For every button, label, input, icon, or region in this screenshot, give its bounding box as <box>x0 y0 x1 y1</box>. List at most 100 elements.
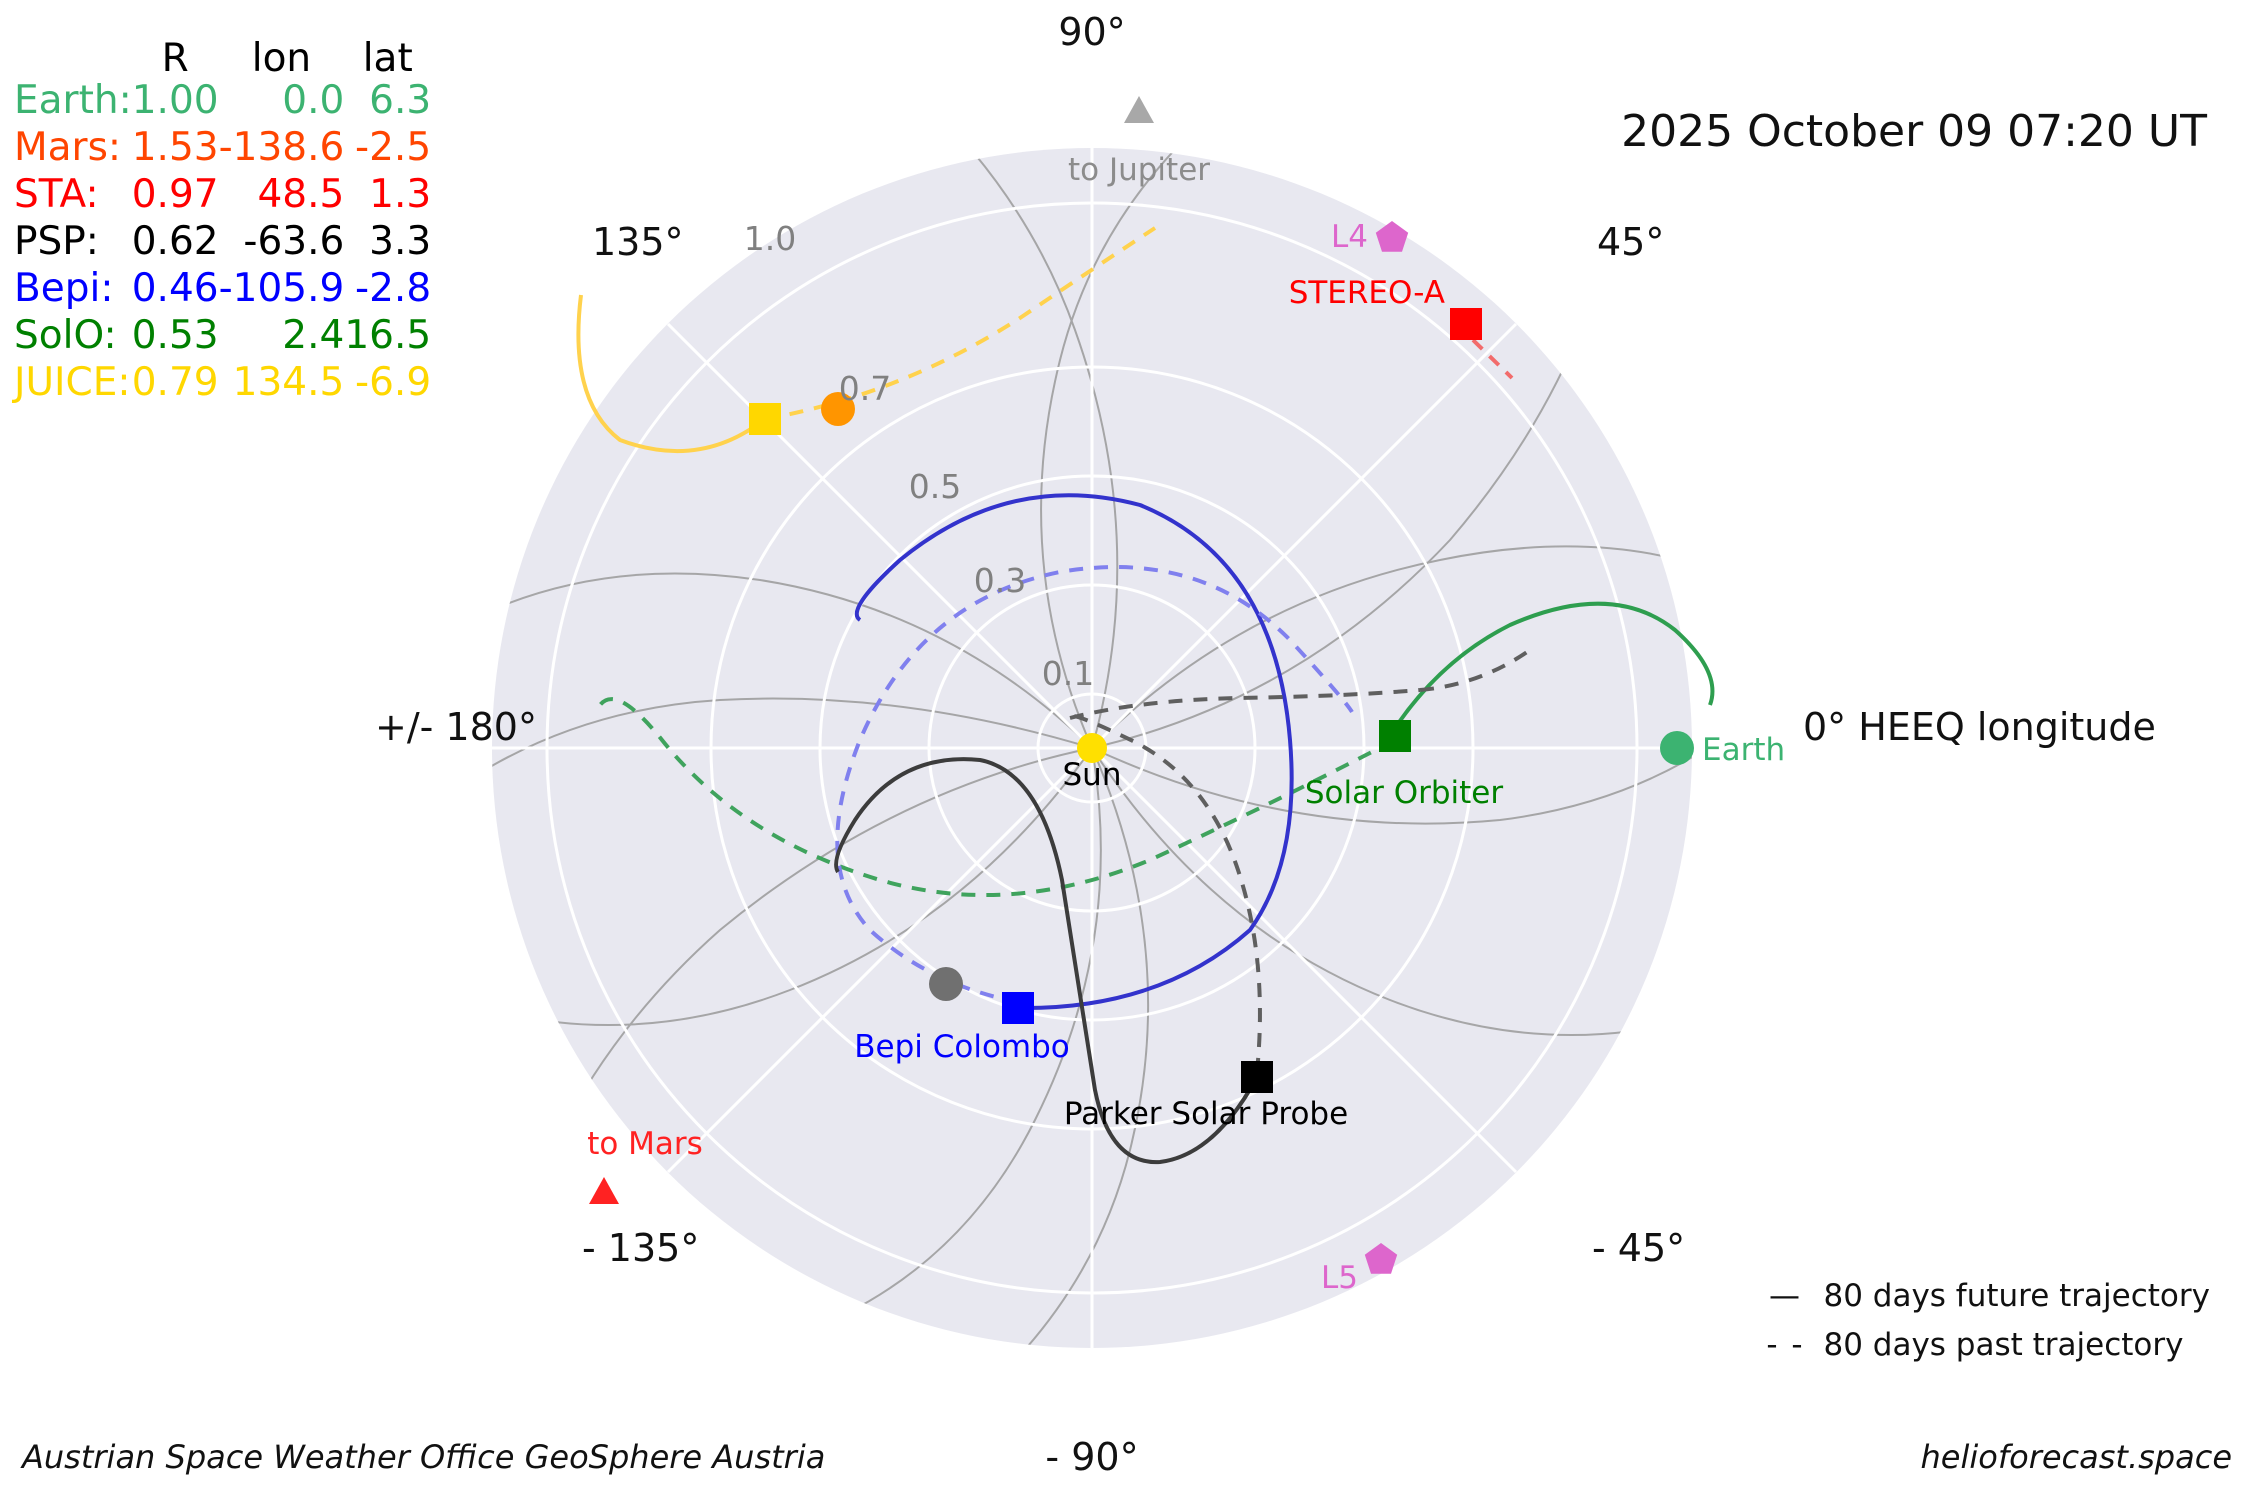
marker-label-stereo-a: STEREO-A <box>1289 275 1445 311</box>
marker-label-earth: Earth <box>1702 732 1785 768</box>
angle-label-0: 0° HEEQ longitude <box>1803 705 2156 749</box>
marker-parker-solar-probe[interactable] <box>1241 1061 1273 1093</box>
radial-tick-labels: 1.0 0.7 0.5 0.3 0.1 <box>744 219 1094 693</box>
body-latitude: -6.9 <box>355 360 432 405</box>
body-name: STA: <box>14 172 99 217</box>
table-row: Bepi: 0.46 -105.9 -2.8 <box>14 266 431 313</box>
trajectory-psp-future <box>834 757 1259 1165</box>
marker-label-parker-solar-probe: Parker Solar Probe <box>1064 1096 1348 1132</box>
plot-title: 2025 October 09 07:20 UT <box>1621 106 2207 157</box>
marker-l5[interactable] <box>1364 1243 1398 1274</box>
legend-row-future: — 80 days future trajectory <box>1759 1278 2210 1314</box>
radial-tick-label: 1.0 <box>744 219 796 258</box>
angle-label-45: 45° <box>1597 220 1665 264</box>
angle-label-180: +/- 180° <box>375 705 537 749</box>
marker-layer: Sun Earth STEREO-A Solar Orbiter Bepi Colomb… <box>587 96 1785 1296</box>
marker-label-l5: L5 <box>1321 1260 1358 1296</box>
marker-mercury[interactable] <box>929 967 963 1001</box>
trajectory-bepi-past <box>835 565 1354 1004</box>
radial-tick-label: 0.1 <box>1042 654 1094 693</box>
body-radius: 1.53 <box>131 125 219 170</box>
table-header-row: R lon lat <box>14 36 431 78</box>
body-longitude: 48.5 <box>257 172 345 217</box>
legend-label-past: 80 days past trajectory <box>1823 1327 2184 1363</box>
trajectory-psp-past-outer <box>1069 688 1421 720</box>
footer-attribution: Austrian Space Weather Office GeoSphere … <box>22 1438 826 1476</box>
radial-tick-label: 0.3 <box>974 561 1026 600</box>
body-radius: 1.00 <box>131 78 219 123</box>
angle-label-m90: - 90° <box>1045 1435 1139 1479</box>
marker-label-to-mars: to Mars <box>587 1126 703 1162</box>
marker-mars[interactable] <box>821 392 855 426</box>
body-longitude: -105.9 <box>218 266 345 311</box>
table-row: PSP: 0.62 -63.6 3.3 <box>14 219 431 266</box>
trajectory-psp-past-outer2 <box>1419 648 1532 692</box>
marker-sun[interactable] <box>1077 733 1107 763</box>
angle-label-90: 90° <box>1058 10 1126 54</box>
table-row: Earth: 1.00 0.0 6.3 <box>14 78 431 125</box>
body-name: Earth: <box>14 78 132 123</box>
body-name: PSP: <box>14 219 99 264</box>
legend-label-future: 80 days future trajectory <box>1823 1278 2210 1314</box>
body-name: Bepi: <box>14 266 114 311</box>
body-latitude: 3.3 <box>369 219 432 264</box>
marker-bepi-colombo[interactable] <box>1002 992 1034 1024</box>
marker-label-sun: Sun <box>1063 757 1122 793</box>
body-name: SolO: <box>14 313 117 358</box>
body-longitude: 2.4 <box>282 313 345 358</box>
marker-to-mars[interactable] <box>589 1177 619 1204</box>
trajectory-solarorbiter-future <box>1391 601 1715 733</box>
table-row: Mars: 1.53 -138.6 -2.5 <box>14 125 431 172</box>
body-longitude: -63.6 <box>243 219 345 264</box>
marker-solar-orbiter[interactable] <box>1379 720 1411 752</box>
radial-tick-label: 0.5 <box>909 467 961 506</box>
body-name: Mars: <box>14 125 122 170</box>
body-longitude: 0.0 <box>282 78 345 123</box>
marker-earth[interactable] <box>1660 731 1694 765</box>
angle-label-m135: - 135° <box>582 1226 700 1270</box>
body-position-table: R lon lat Earth: 1.00 0.0 6.3 Mars: 1.53 -138.… <box>14 36 431 407</box>
body-latitude: -2.5 <box>355 125 432 170</box>
trajectory-psp-past <box>1067 713 1262 1073</box>
legend-row-past: - - 80 days past trajectory <box>1759 1327 2210 1363</box>
body-radius: 0.62 <box>131 219 219 264</box>
col-header-lat: lat <box>362 36 413 81</box>
marker-juice[interactable] <box>749 403 781 435</box>
solid-line-icon: — <box>1768 1278 1802 1314</box>
body-radius: 0.97 <box>131 172 219 217</box>
angle-label-m45: - 45° <box>1592 1226 1686 1270</box>
table-row: SolO: 0.53 2.4 16.5 <box>14 313 431 360</box>
marker-label-to-jupiter: to Jupiter <box>1068 152 1210 188</box>
radial-tick-label: 0.7 <box>839 369 891 408</box>
table-row: JUICE: 0.79 134.5 -6.9 <box>14 360 431 407</box>
marker-stereo-a[interactable] <box>1450 308 1482 340</box>
marker-label-solar-orbiter: Solar Orbiter <box>1305 775 1504 811</box>
marker-to-jupiter[interactable] <box>1124 96 1154 123</box>
body-latitude: 6.3 <box>369 78 432 123</box>
trajectory-solarorbiter-past <box>596 697 1394 898</box>
body-radius: 0.79 <box>131 360 219 405</box>
col-header-blank <box>14 36 132 78</box>
body-latitude: 16.5 <box>344 313 432 358</box>
body-latitude: 1.3 <box>369 172 432 217</box>
dashed-line-icon: - - <box>1766 1327 1805 1363</box>
body-name: JUICE: <box>14 360 131 405</box>
body-longitude: 134.5 <box>232 360 345 405</box>
body-longitude: -138.6 <box>218 125 345 170</box>
footer-website: helioforecast.space <box>1920 1438 2232 1476</box>
col-header-r: R <box>161 36 189 81</box>
trajectory-bepi-future <box>854 493 1294 1011</box>
body-radius: 0.53 <box>131 313 219 358</box>
marker-label-bepi-colombo: Bepi Colombo <box>854 1029 1070 1065</box>
trajectory-stereoa-past <box>1471 338 1514 380</box>
body-latitude: -2.8 <box>355 266 432 311</box>
col-header-lon: lon <box>251 36 312 81</box>
trajectory-legend: — 80 days future trajectory - - 80 days … <box>1759 1278 2210 1376</box>
marker-l4[interactable] <box>1375 221 1409 252</box>
table-row: STA: 0.97 48.5 1.3 <box>14 172 431 219</box>
body-radius: 0.46 <box>131 266 219 311</box>
angle-label-135: 135° <box>592 220 684 264</box>
trajectory-juice-future <box>576 294 767 454</box>
